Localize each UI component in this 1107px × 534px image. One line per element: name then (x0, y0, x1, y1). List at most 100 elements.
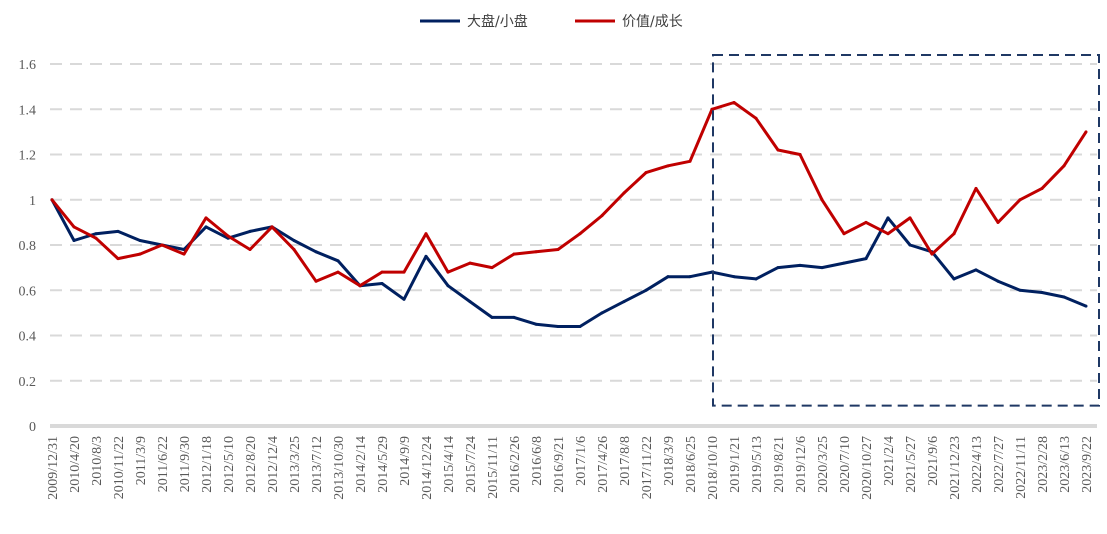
data-point (842, 261, 846, 265)
data-point (1040, 291, 1044, 295)
data-point (138, 238, 142, 242)
x-tick-label: 2023/2/28 (1036, 436, 1051, 493)
data-point (666, 164, 670, 168)
data-point (644, 171, 648, 175)
data-point (424, 232, 428, 236)
data-point (996, 220, 1000, 224)
x-tick-label: 2012/1/18 (200, 436, 215, 493)
data-point (512, 252, 516, 256)
x-tick-label: 2012/12/4 (266, 436, 281, 493)
data-point (644, 288, 648, 292)
data-point (908, 216, 912, 220)
y-tick-label: 0.4 (19, 330, 37, 345)
data-point (336, 259, 340, 263)
data-point (952, 232, 956, 236)
data-point (864, 257, 868, 261)
highlight-dashed-box (712, 53, 1100, 407)
x-tick-label: 2021/2/4 (882, 436, 897, 486)
series-line-0 (50, 199, 1087, 328)
x-tick-label: 2023/6/13 (1058, 436, 1073, 493)
x-tick-label: 2013/3/25 (288, 436, 303, 493)
x-tick-label: 2015/4/14 (442, 436, 457, 493)
y-tick-label: 1 (29, 194, 36, 209)
data-point (380, 281, 384, 285)
data-point (50, 198, 54, 202)
data-point (1084, 304, 1088, 308)
x-tick-label: 2016/2/26 (508, 436, 523, 493)
x-tick-label: 2017/11/22 (640, 436, 655, 499)
data-point (226, 234, 230, 238)
data-point (402, 270, 406, 274)
data-point (490, 315, 494, 319)
data-point (820, 266, 824, 270)
y-tick-label: 1.4 (19, 103, 37, 118)
y-tick-label: 0.8 (19, 239, 37, 254)
x-tick-label: 2019/5/13 (750, 436, 765, 493)
data-point (886, 216, 890, 220)
data-point (776, 266, 780, 270)
data-point (1084, 130, 1088, 134)
data-point (160, 243, 164, 247)
data-point (270, 225, 274, 229)
data-point (996, 279, 1000, 283)
x-tick-label: 2010/4/20 (68, 436, 83, 493)
data-point (116, 229, 120, 233)
x-axis-ticks: 2009/12/31 2010/4/20 2010/8/3 2010/11/22 201… (46, 436, 1095, 500)
data-point (534, 322, 538, 326)
x-tick-label: 2016/6/8 (530, 436, 545, 486)
data-point (710, 107, 714, 111)
x-tick-label: 2021/9/6 (926, 436, 941, 486)
data-point (1018, 288, 1022, 292)
y-tick-label: 0.2 (19, 375, 37, 390)
y-tick-label: 0 (29, 420, 36, 435)
x-tick-label: 2017/1/6 (574, 436, 589, 486)
data-point (600, 214, 604, 218)
data-point (512, 315, 516, 319)
legend: 大盘/小盘 价值/成长 (420, 13, 683, 30)
data-point (248, 229, 252, 233)
data-point (490, 266, 494, 270)
data-point (1062, 295, 1066, 299)
data-point (776, 148, 780, 152)
data-point (930, 252, 934, 256)
y-axis-ticks: 0 0.2 0.4 0.6 0.8 1 1.2 1.4 1.6 (19, 58, 37, 435)
data-point (974, 186, 978, 190)
x-tick-label: 2021/12/23 (948, 436, 963, 500)
data-point (336, 270, 340, 274)
y-tick-label: 1.6 (19, 58, 37, 73)
x-tick-label: 2011/6/22 (156, 436, 171, 492)
series-lines (50, 100, 1088, 328)
data-point (424, 254, 428, 258)
data-point (798, 263, 802, 267)
x-tick-label: 2015/7/24 (464, 436, 479, 493)
legend-label-0: 大盘/小盘 (467, 13, 528, 30)
data-point (248, 248, 252, 252)
x-tick-label: 2018/6/25 (684, 436, 699, 493)
data-point (72, 225, 76, 229)
data-point (622, 191, 626, 195)
x-tick-label: 2022/7/27 (992, 436, 1007, 493)
x-tick-label: 2014/12/24 (420, 436, 435, 500)
x-tick-label: 2010/11/22 (112, 436, 127, 499)
data-point (754, 116, 758, 120)
x-tick-label: 2013/7/12 (310, 436, 325, 493)
data-point (666, 275, 670, 279)
data-point (556, 248, 560, 252)
data-point (732, 275, 736, 279)
data-point (116, 257, 120, 261)
y-tick-label: 1.2 (19, 149, 37, 164)
data-point (204, 225, 208, 229)
x-tick-label: 2019/8/21 (772, 436, 787, 493)
data-point (798, 153, 802, 156)
x-tick-label: 2021/5/27 (904, 436, 919, 493)
data-point (292, 238, 296, 242)
data-point (1062, 164, 1066, 168)
x-tick-label: 2022/4/13 (970, 436, 985, 493)
data-point (578, 324, 582, 328)
x-tick-label: 2017/4/26 (596, 436, 611, 493)
data-point (292, 248, 296, 252)
data-point (622, 300, 626, 304)
data-point (468, 261, 472, 265)
data-point (886, 232, 890, 236)
x-tick-label: 2014/5/29 (376, 436, 391, 493)
